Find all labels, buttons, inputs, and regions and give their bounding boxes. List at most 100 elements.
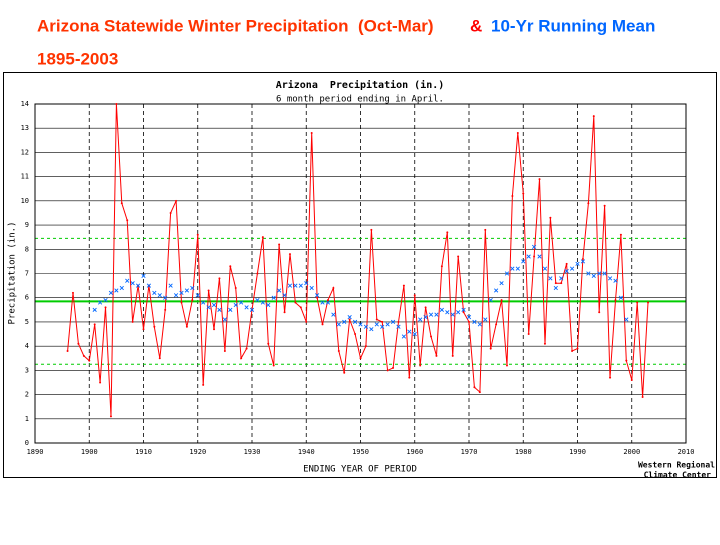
data-point <box>592 115 595 118</box>
data-point <box>245 347 248 350</box>
mean-marker <box>103 298 108 303</box>
data-point <box>223 349 226 352</box>
mean-marker <box>607 276 613 281</box>
mean-marker <box>130 281 135 286</box>
mean-marker <box>499 281 504 286</box>
mean-marker <box>331 312 336 317</box>
data-point <box>272 364 275 367</box>
mean-marker <box>125 278 130 283</box>
data-point <box>500 299 503 302</box>
y-tick-label: 4 <box>25 342 29 350</box>
data-point <box>310 132 313 135</box>
x-tick-label: 1900 <box>81 448 98 456</box>
mean-marker <box>152 290 157 295</box>
mean-marker <box>146 283 152 288</box>
mean-marker <box>342 319 347 325</box>
data-point <box>88 359 91 362</box>
data-point <box>305 320 308 323</box>
mean-marker <box>352 319 358 325</box>
data-point <box>468 320 470 323</box>
mean-marker <box>472 319 477 325</box>
data-point <box>543 342 546 345</box>
data-point <box>489 347 492 350</box>
data-point <box>354 333 357 336</box>
mean-marker <box>135 283 141 288</box>
mean-marker <box>108 290 114 295</box>
mean-marker <box>217 307 222 312</box>
data-point <box>451 354 454 357</box>
y-tick-label: 13 <box>21 124 29 132</box>
data-point <box>337 349 340 352</box>
x-tick-label: 1970 <box>461 448 478 456</box>
mean-marker <box>249 307 255 312</box>
data-point <box>175 199 178 202</box>
x-tick-label: 1960 <box>406 448 423 456</box>
data-point <box>229 265 232 268</box>
x-tick-label: 1910 <box>135 448 152 456</box>
data-point <box>158 357 161 360</box>
chart: Arizona Precipitation (in.) 6 month peri… <box>8 79 716 480</box>
mean-marker <box>336 322 341 327</box>
data-point <box>609 376 612 379</box>
data-point <box>435 354 438 357</box>
mean-marker <box>521 259 526 264</box>
mean-marker <box>450 312 455 317</box>
mean-marker <box>553 285 558 291</box>
data-point <box>381 320 384 323</box>
data-point <box>288 253 291 256</box>
data-point <box>386 369 389 372</box>
mean-marker <box>114 288 119 293</box>
series-line <box>67 103 649 417</box>
data-point <box>413 294 416 297</box>
data-point <box>533 255 536 258</box>
data-point <box>527 333 530 336</box>
data-point <box>647 301 650 304</box>
data-point <box>359 357 362 360</box>
data-point <box>457 255 460 258</box>
mean-marker <box>510 266 515 271</box>
data-point <box>164 308 167 311</box>
mean-marker <box>428 312 434 317</box>
mean-marker <box>526 254 531 259</box>
mean-marker <box>358 322 363 327</box>
data-point <box>343 371 346 374</box>
mean-marker <box>211 302 217 308</box>
mean-marker <box>168 283 173 288</box>
credit: Climate Center <box>644 470 712 480</box>
mean-marker <box>396 324 401 329</box>
data-point <box>370 228 373 231</box>
x-tick-label: 1940 <box>298 448 315 456</box>
data-point <box>478 391 481 394</box>
mean-marker <box>401 334 407 339</box>
x-tick-label: 1980 <box>515 448 532 456</box>
data-point <box>625 359 628 362</box>
y-tick-label: 12 <box>21 148 29 156</box>
mean-marker <box>439 307 444 312</box>
x-axis-label: ENDING YEAR OF PERIOD <box>303 465 417 475</box>
mean-marker <box>163 295 168 300</box>
mean-marker <box>266 302 271 308</box>
data-point <box>397 320 400 323</box>
mean-marker <box>407 329 412 334</box>
data-point <box>581 257 584 260</box>
mean-marker <box>195 293 200 298</box>
data-point <box>82 354 85 357</box>
mean-marker <box>624 317 629 322</box>
mean-marker <box>515 266 520 271</box>
mean-marker <box>239 300 244 305</box>
data-point <box>109 415 112 418</box>
data-point <box>473 386 476 389</box>
mean-marker <box>260 300 265 305</box>
data-point <box>240 357 243 360</box>
data-point <box>115 103 118 105</box>
data-point <box>576 347 579 350</box>
mean-marker <box>141 273 146 279</box>
mean-marker <box>613 278 618 283</box>
mean-marker <box>363 324 369 329</box>
data-point <box>364 345 367 348</box>
mean-marker <box>483 317 488 322</box>
mean-marker <box>277 288 282 293</box>
mean-marker <box>412 331 417 337</box>
data-point <box>202 383 205 386</box>
data-point <box>299 306 302 309</box>
